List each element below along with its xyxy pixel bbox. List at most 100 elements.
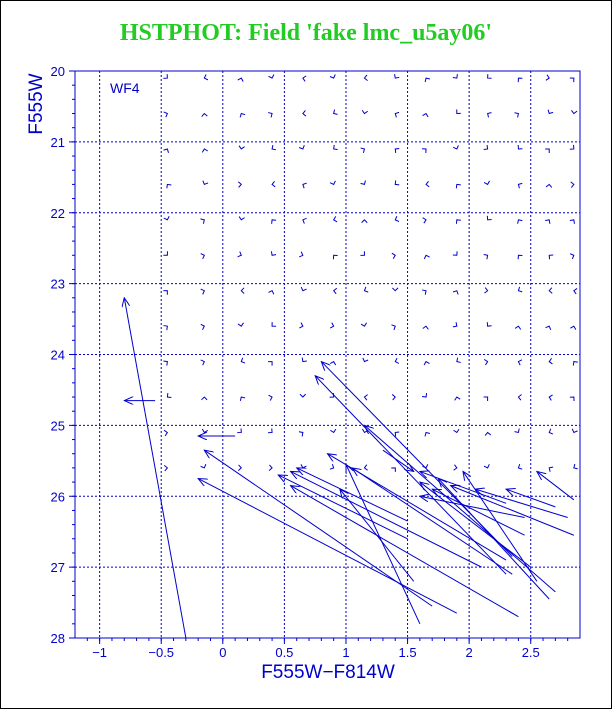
offset-arrow [506, 489, 556, 508]
offset-arrow [420, 496, 525, 519]
y-axis-label: F555W [26, 73, 47, 134]
residual-glyph [483, 464, 490, 469]
residual-glyph [394, 215, 400, 222]
residual-glyph [329, 463, 335, 470]
residual-glyph [268, 290, 275, 295]
residual-glyph [548, 428, 554, 435]
residual-glyph [453, 428, 460, 434]
residual-glyph [483, 396, 489, 402]
residual-glyph [201, 112, 208, 117]
offset-arrow [346, 464, 421, 625]
residual-glyph [333, 144, 338, 151]
residual-glyph [360, 180, 366, 186]
residual-glyph [422, 325, 429, 330]
residual-glyph [299, 251, 304, 258]
offset-arrow [432, 489, 525, 536]
residual-glyph [391, 394, 396, 401]
residual-glyph [166, 392, 172, 399]
offset-arrow [382, 449, 414, 471]
residual-glyph [394, 431, 400, 437]
offset-arrow [315, 376, 507, 575]
residual-glyph [163, 148, 169, 153]
residual-glyph [361, 219, 368, 224]
residual-glyph [163, 325, 168, 331]
residual-glyph [545, 148, 550, 153]
residual-glyph [237, 181, 242, 188]
residual-glyph [300, 286, 307, 292]
residual-glyph [573, 288, 578, 295]
residual-glyph [486, 215, 492, 221]
y-tick-label: 20 [51, 64, 65, 79]
residual-glyph [569, 144, 575, 150]
residual-glyph [237, 464, 242, 471]
residual-glyph [239, 396, 246, 402]
residual-glyph [200, 359, 205, 366]
residual-glyph [271, 144, 277, 151]
residual-glyph [301, 357, 307, 363]
y-tick-label: 26 [51, 489, 65, 504]
residual-glyph [329, 360, 337, 366]
residual-glyph [271, 180, 276, 188]
residual-glyph [394, 148, 400, 153]
offset-arrow [297, 468, 408, 522]
residual-glyph [483, 144, 489, 151]
residual-glyph [422, 289, 427, 295]
y-tick-label: 22 [51, 206, 65, 221]
offset-arrow [278, 475, 408, 540]
residual-glyph [394, 357, 400, 364]
residual-glyph [452, 290, 459, 295]
residual-glyph [299, 322, 304, 329]
offset-arrow [198, 479, 458, 614]
residual-glyph [423, 360, 430, 366]
residual-glyph [302, 182, 307, 189]
residual-glyph [545, 325, 552, 331]
residual-glyph [391, 324, 396, 331]
residual-glyph [570, 181, 575, 188]
residual-glyph [517, 254, 523, 260]
y-tick-label: 23 [51, 277, 65, 292]
residual-glyph [268, 112, 273, 118]
residual-glyph [200, 323, 206, 330]
residual-glyph [363, 394, 368, 401]
residual-glyph [570, 325, 577, 330]
residual-glyph [330, 428, 337, 434]
residual-glyph [363, 464, 368, 471]
y-tick-label: 27 [51, 560, 65, 575]
residual-glyph [517, 144, 523, 150]
residual-glyph [237, 77, 244, 82]
panel-label: WF4 [110, 80, 140, 96]
residual-glyph [517, 219, 523, 224]
residual-glyph [270, 251, 277, 256]
residual-glyph [163, 464, 169, 472]
residual-glyph [201, 148, 209, 153]
residual-glyph [163, 111, 169, 118]
residual-glyph [545, 219, 551, 224]
residual-glyph [486, 322, 492, 327]
residual-glyph [362, 357, 369, 363]
residual-glyph [163, 429, 169, 437]
residual-glyph [517, 182, 523, 189]
x-tick-label: 2.5 [522, 645, 540, 660]
residual-glyph [452, 322, 458, 328]
residual-glyph [329, 180, 336, 186]
residual-glyph [547, 109, 554, 115]
offset-arrow [420, 471, 507, 504]
residual-glyph [268, 74, 275, 79]
residual-glyph [240, 287, 245, 294]
x-axis-label: F555W−F814W [261, 662, 395, 683]
residual-glyph [454, 396, 461, 401]
residual-glyph [237, 251, 242, 258]
residual-glyph [202, 180, 209, 186]
residual-glyph [545, 183, 553, 188]
residual-glyph [517, 394, 522, 401]
residual-glyph [271, 219, 277, 224]
residual-glyph [571, 110, 578, 115]
residual-glyph [517, 463, 523, 470]
residual-glyph [360, 322, 367, 327]
residual-glyph [391, 467, 396, 472]
residual-glyph [423, 254, 430, 260]
residual-glyph [163, 360, 168, 366]
residual-glyph [514, 428, 520, 434]
offset-arrow [463, 471, 538, 582]
residual-glyph [422, 112, 429, 118]
